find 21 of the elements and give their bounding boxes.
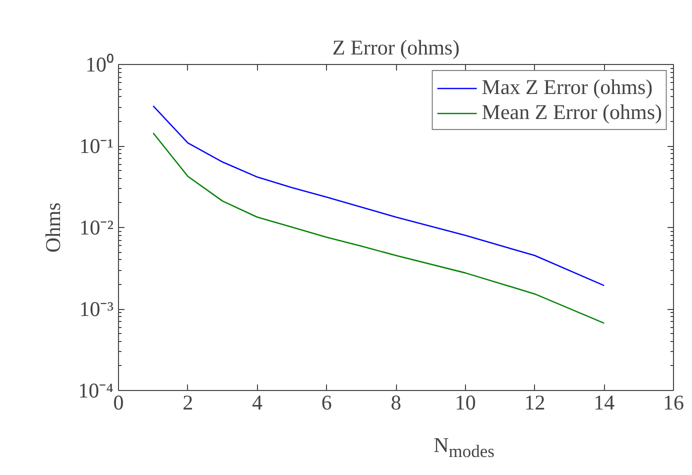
line-series [152,132,605,324]
x-tick-label: 0 [113,390,124,414]
legend-label: Mean Z Error (ohms) [482,100,662,125]
x-tick-label: 16 [663,390,684,414]
legend-label: Max Z Error (ohms) [482,75,653,100]
y-tick-label: 10⁻⁴ [78,378,114,402]
y-axis-title: Ohms [41,202,66,253]
x-tick-label: 4 [252,390,263,414]
y-tick-label: 10⁰ [86,52,114,76]
y-tick-label: 10⁻¹ [79,134,114,158]
x-tick-label: 2 [182,390,194,414]
x-axis-title: N$_{modes}$ [434,432,494,464]
x-tick-label: 12 [524,390,546,414]
line-series [152,105,605,286]
y-tick-label: 10⁻³ [79,297,114,321]
y-tick-label: 10⁻² [79,216,114,240]
x-tick-label: 6 [321,390,332,414]
chart-title: Z Error (ohms) [332,36,460,60]
x-tick-label: 8 [390,390,402,414]
x-tick-label: 10 [454,390,476,414]
x-tick-label: 14 [594,390,616,414]
